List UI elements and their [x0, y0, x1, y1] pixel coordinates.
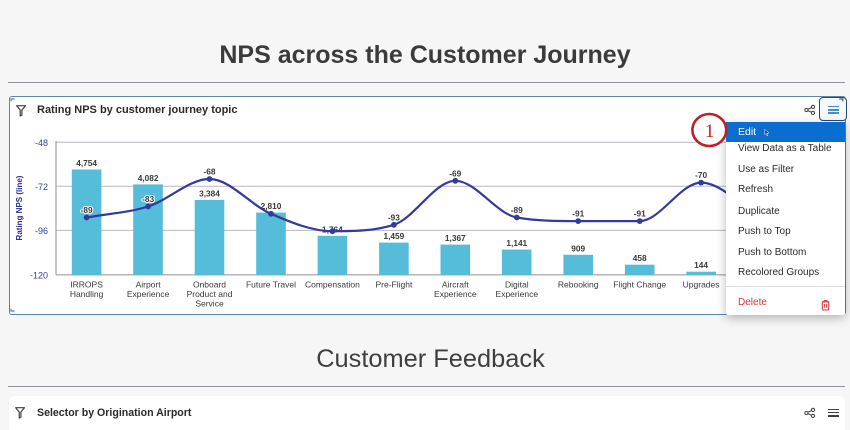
svg-text:Digital: Digital [505, 279, 529, 289]
svg-text:Rebooking: Rebooking [558, 279, 599, 289]
svg-text:1,459: 1,459 [384, 231, 405, 241]
svg-text:-89: -89 [81, 205, 93, 215]
svg-text:1: 1 [705, 121, 715, 142]
svg-text:Aircraft: Aircraft [442, 279, 470, 289]
svg-text:Service: Service [195, 299, 224, 309]
svg-text:IRROPS: IRROPS [70, 279, 103, 289]
svg-text:-93: -93 [388, 212, 400, 222]
svg-text:3,384: 3,384 [199, 188, 220, 198]
svg-text:144: 144 [694, 260, 708, 270]
svg-text:Upgrades: Upgrades [683, 279, 720, 289]
svg-text:Onboard: Onboard [193, 279, 226, 289]
svg-text:-69: -69 [449, 168, 461, 178]
svg-text:-70: -70 [695, 170, 707, 180]
svg-text:Handling: Handling [70, 289, 104, 299]
svg-text:Future Travel: Future Travel [246, 279, 296, 289]
svg-text:-91: -91 [634, 209, 646, 219]
svg-text:Experience: Experience [127, 289, 170, 299]
svg-text:Experience: Experience [434, 289, 477, 299]
svg-text:Airport: Airport [136, 279, 162, 289]
svg-text:-48: -48 [35, 138, 48, 148]
svg-text:4,082: 4,082 [138, 173, 159, 183]
svg-text:2,810: 2,810 [261, 201, 282, 211]
svg-text:1,141: 1,141 [506, 238, 527, 248]
svg-text:-120: -120 [30, 270, 48, 280]
svg-text:Experience: Experience [496, 289, 539, 299]
svg-text:-72: -72 [35, 182, 48, 192]
svg-text:-96: -96 [35, 226, 48, 236]
svg-text:4,754: 4,754 [76, 158, 97, 168]
svg-text:1,367: 1,367 [445, 233, 466, 243]
svg-text:Compensation: Compensation [305, 279, 360, 289]
svg-text:-89: -89 [511, 205, 523, 215]
svg-text:Rating NPS (line): Rating NPS (line) [15, 175, 24, 240]
svg-text:-91: -91 [572, 209, 584, 219]
svg-text:458: 458 [633, 253, 647, 263]
svg-text:-68: -68 [204, 167, 216, 177]
svg-text:Product and: Product and [187, 289, 233, 299]
svg-text:Pre-Flight: Pre-Flight [375, 279, 412, 289]
svg-text:Flight Change: Flight Change [613, 279, 666, 289]
svg-text:909: 909 [571, 243, 585, 253]
svg-text:-83: -83 [142, 194, 154, 204]
